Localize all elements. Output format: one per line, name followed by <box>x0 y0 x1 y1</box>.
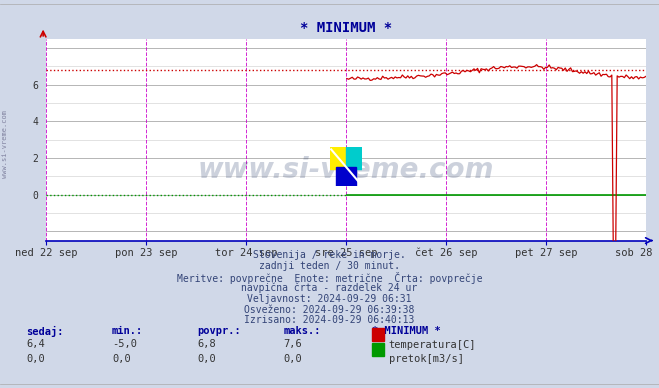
Text: 0,0: 0,0 <box>26 354 45 364</box>
Title: * MINIMUM *: * MINIMUM * <box>300 21 392 35</box>
Text: Osveženo: 2024-09-29 06:39:38: Osveženo: 2024-09-29 06:39:38 <box>244 305 415 315</box>
Text: Slovenija / reke in morje.: Slovenija / reke in morje. <box>253 250 406 260</box>
Bar <box>336 167 356 186</box>
Text: 6,8: 6,8 <box>198 340 216 350</box>
Text: Meritve: povprečne  Enote: metrične  Črta: povprečje: Meritve: povprečne Enote: metrične Črta:… <box>177 272 482 284</box>
Text: 6,4: 6,4 <box>26 340 45 350</box>
Text: povpr.:: povpr.: <box>198 326 241 336</box>
Text: 7,6: 7,6 <box>283 340 302 350</box>
Text: sedaj:: sedaj: <box>26 326 64 337</box>
Text: navpična črta - razdelek 24 ur: navpična črta - razdelek 24 ur <box>241 283 418 293</box>
Text: temperatura[C]: temperatura[C] <box>389 340 476 350</box>
Text: Veljavnost: 2024-09-29 06:31: Veljavnost: 2024-09-29 06:31 <box>247 294 412 304</box>
Text: min.:: min.: <box>112 326 143 336</box>
Text: 0,0: 0,0 <box>112 354 130 364</box>
Text: pretok[m3/s]: pretok[m3/s] <box>389 354 464 364</box>
Bar <box>346 147 362 169</box>
Text: * MINIMUM *: * MINIMUM * <box>372 326 441 336</box>
Text: 0,0: 0,0 <box>283 354 302 364</box>
Text: -5,0: -5,0 <box>112 340 137 350</box>
Text: maks.:: maks.: <box>283 326 321 336</box>
Text: zadnji teden / 30 minut.: zadnji teden / 30 minut. <box>259 261 400 271</box>
Text: www.si-vreme.com: www.si-vreme.com <box>198 156 494 184</box>
Bar <box>330 147 346 169</box>
Text: 0,0: 0,0 <box>198 354 216 364</box>
Text: Izrisano: 2024-09-29 06:40:13: Izrisano: 2024-09-29 06:40:13 <box>244 315 415 326</box>
Text: www.si-vreme.com: www.si-vreme.com <box>2 109 9 178</box>
